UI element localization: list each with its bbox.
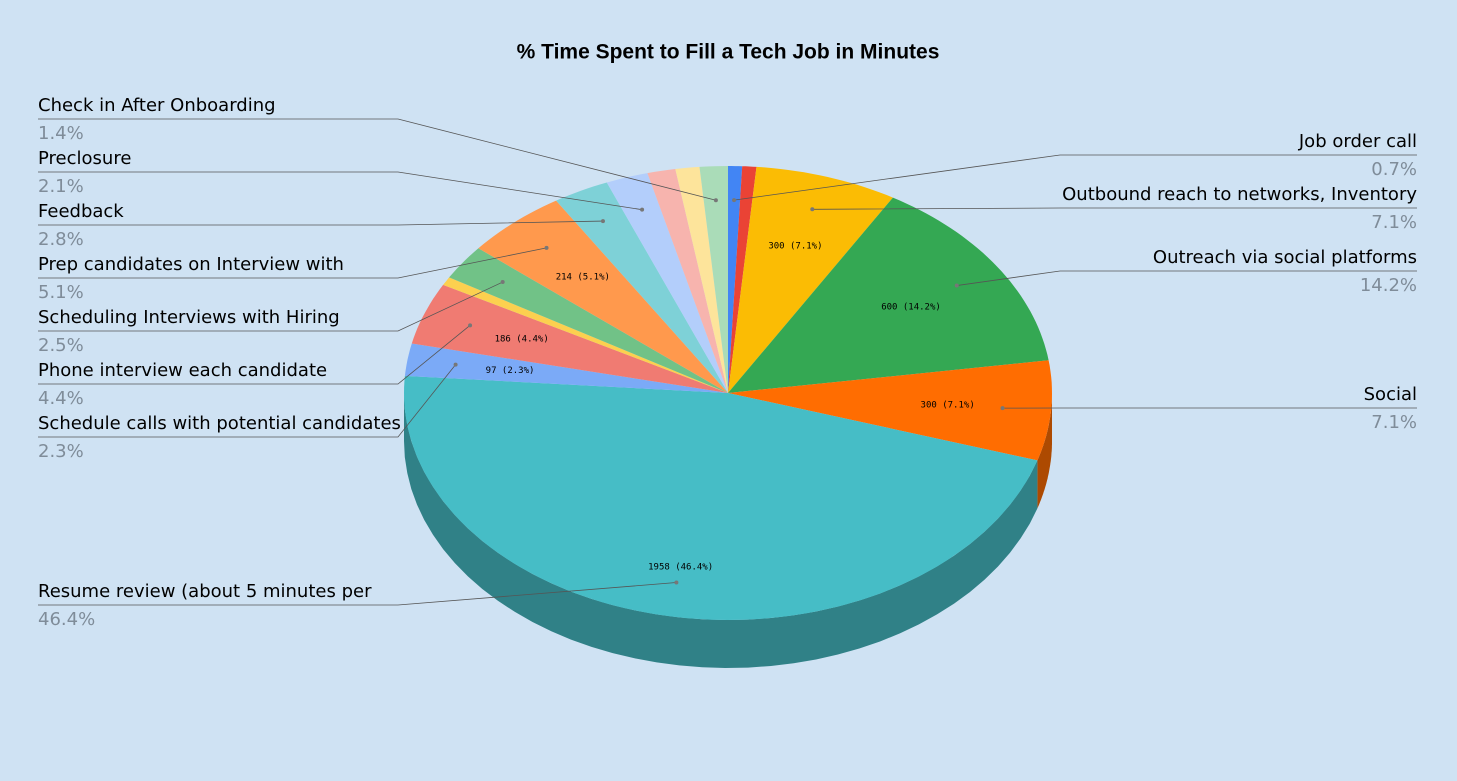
leader-dot [453,362,458,367]
slice [449,248,728,393]
legend-label: Scheduling Interviews with Hiring [38,307,340,328]
legend-value: 2.3% [38,441,84,462]
legend-value: 7.1% [1371,412,1417,433]
leader-dot [954,283,959,288]
slice-label: 186 (4.4%) [495,334,549,344]
slice [699,166,728,393]
leader-dot [810,207,815,212]
legend-label: Resume review (about 5 minutes per [38,581,372,602]
legend-label: Schedule calls with potential candidates [38,413,401,434]
leader-dot [732,198,737,203]
leader-line [38,118,716,201]
slice-label: 97 (2.3%) [486,366,535,376]
leader-line [38,171,643,211]
leader-dot [544,245,549,250]
slice-label: 214 (5.1%) [556,272,610,282]
slice-label: 300 (7.1%) [768,242,822,252]
slice [675,166,728,393]
legend-value: 2.5% [38,335,84,356]
leader-dot [600,219,605,224]
leader-line [956,270,1417,286]
legend-label: Outbound reach to networks, Inventory [1062,184,1417,205]
leader-dot [468,323,473,328]
legend-value: 4.4% [38,388,84,409]
legend-value: 14.2% [1360,275,1417,296]
legend-label: Social [1364,384,1417,405]
leader-line [38,247,547,279]
slice [647,169,728,393]
leader-line [38,325,471,385]
legend-value: 0.7% [1371,159,1417,180]
leader-line [812,207,1417,210]
leader-dot [674,580,679,585]
legend-value: 2.8% [38,229,84,250]
leader-dot [713,198,718,203]
leader-line [38,220,603,226]
slice-side [404,393,1038,668]
slice [404,343,728,393]
slice [411,284,728,393]
leader-dot [1000,406,1005,411]
legend-value: 5.1% [38,282,84,303]
slice [606,173,728,393]
slice-label: 600 (14.2%) [881,303,941,313]
slice [728,166,757,393]
leader-dot [640,207,645,212]
legend-label: Phone interview each candidate [38,360,327,381]
slice [728,197,1049,393]
slice [556,182,728,393]
leader-line [38,281,503,332]
legend-label: Feedback [38,201,124,222]
slice [728,166,893,393]
legend-value: 2.1% [38,176,84,197]
leader-line [38,364,456,438]
legend-value: 46.4% [38,609,95,630]
legend-value: 1.4% [38,123,84,144]
leader-line [734,154,1417,201]
slice-label: 1958 (46.4%) [648,562,713,572]
leader-dot [500,280,505,285]
legend-label: Outreach via social platforms [1153,247,1417,268]
slice [728,166,743,393]
chart-title: % Time Spent to Fill a Tech Job in Minut… [517,41,940,64]
slice [728,360,1052,461]
legend-label: Prep candidates on Interview with [38,254,344,275]
legend-value: 7.1% [1371,212,1417,233]
leader-line [38,582,677,606]
slice [443,277,728,393]
legend-label: Job order call [1298,131,1417,152]
slice-side [1037,393,1052,509]
legend-label: Preclosure [38,148,131,169]
legend-label: Check in After Onboarding [38,95,276,116]
slice-label: 300 (7.1%) [921,401,975,411]
slice [404,375,1038,620]
